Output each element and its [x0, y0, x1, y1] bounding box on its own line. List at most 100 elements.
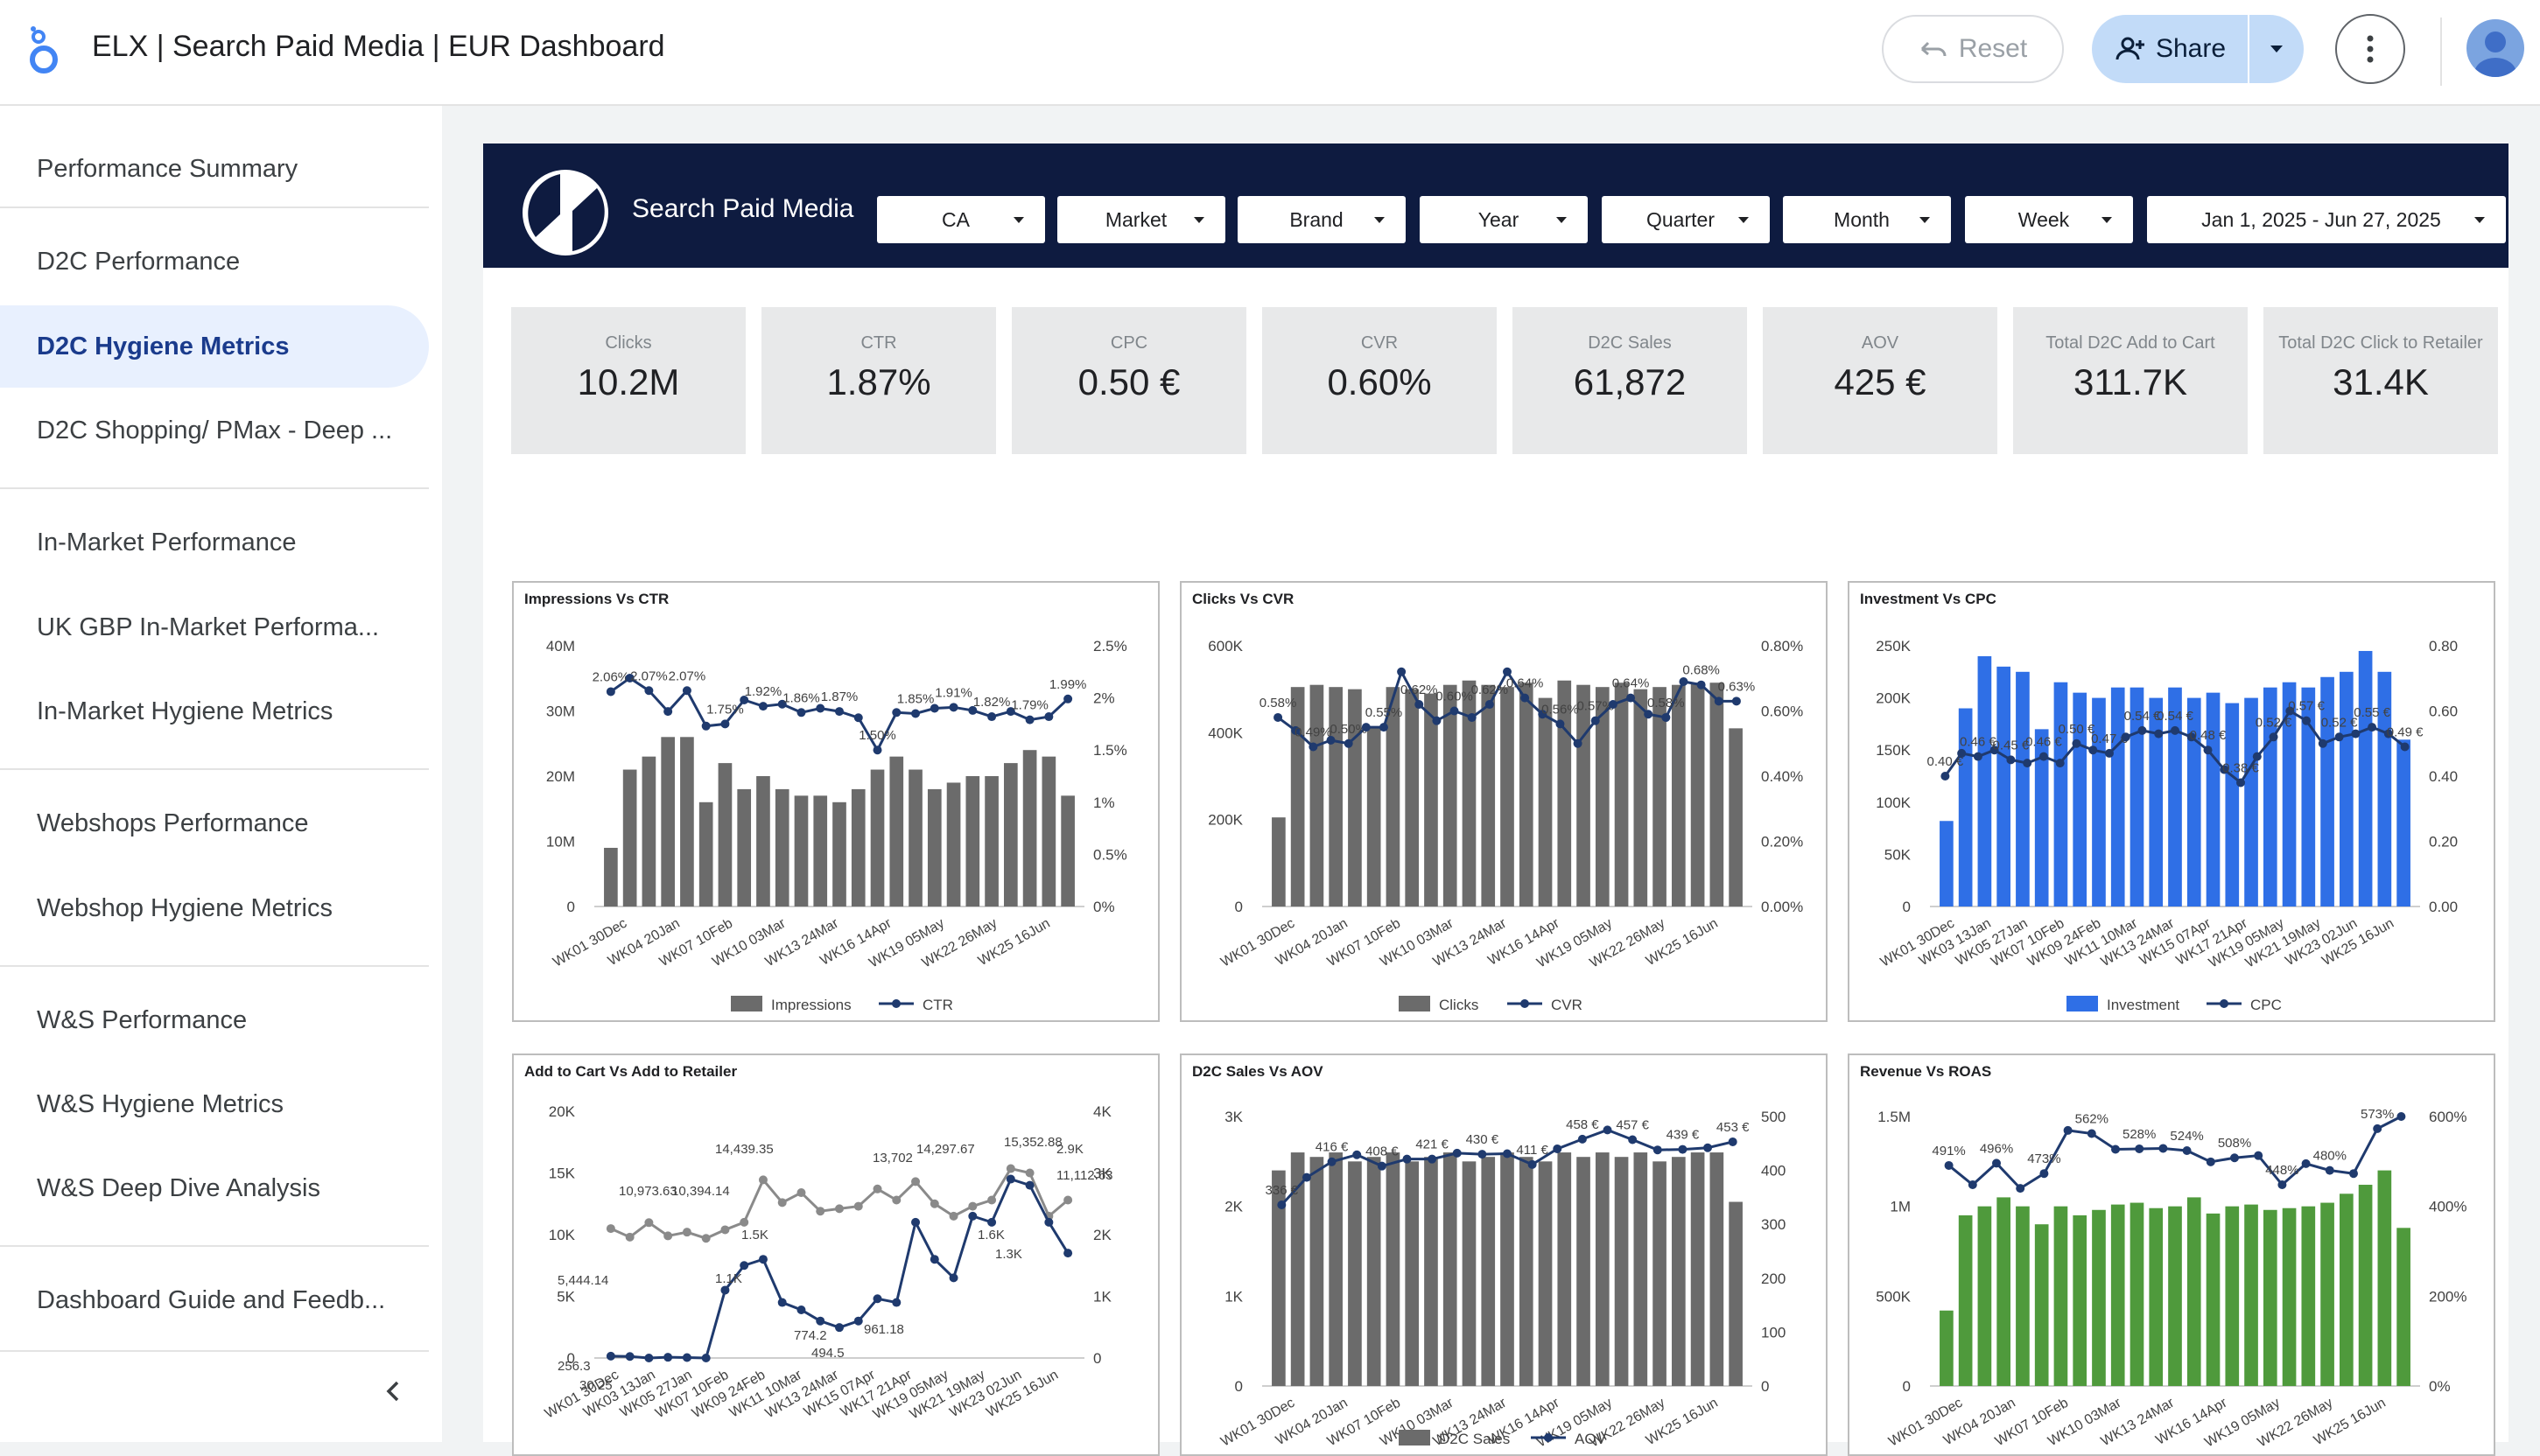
bar — [1022, 750, 1037, 906]
nav-in-market-performance[interactable]: In-Market Performance — [0, 501, 429, 584]
date-range-picker[interactable]: Jan 1, 2025 - Jun 27, 2025 — [2147, 196, 2506, 243]
data-label: 1.3K — [995, 1247, 1022, 1262]
y-tick-label: 1M — [1890, 1199, 1911, 1215]
bar — [661, 737, 675, 906]
nav-webshop-hygiene[interactable]: Webshop Hygiene Metrics — [0, 867, 429, 949]
avatar[interactable] — [2466, 19, 2524, 77]
bar — [1462, 1161, 1477, 1386]
data-label: 0.57 € — [2288, 699, 2325, 714]
kpi-click-to-retailer: Total D2C Click to Retailer 31.4K — [2263, 307, 2498, 454]
filter-week[interactable]: Week — [1965, 196, 2133, 243]
y2-tick-label: 0% — [1093, 899, 1115, 915]
data-point — [1006, 1164, 1015, 1173]
data-point — [2285, 706, 2295, 716]
data-label: 0.60% — [1435, 690, 1473, 704]
chart-impressions-vs-ctr[interactable]: Impressions Vs CTR 0 10M 20M 30M 40M 0% 0.5% 1% 1… — [512, 581, 1160, 1022]
data-point — [682, 1228, 691, 1237]
bar — [2358, 1185, 2373, 1386]
data-point — [1992, 1158, 2001, 1168]
data-label: 408 € — [1365, 1144, 1399, 1159]
chart-revenue-vs-roas[interactable]: Revenue Vs ROAS 0 500K 1M 1.5M 0% 200% 400% 600%… — [1848, 1054, 2495, 1456]
filter-market[interactable]: Market — [1057, 196, 1225, 243]
kpi-cpc: CPC 0.50 € — [1012, 307, 1246, 454]
filter-quarter[interactable]: Quarter — [1602, 196, 1770, 243]
filter-label: CA — [942, 207, 970, 231]
legend-marker — [2220, 999, 2228, 1008]
data-point — [2349, 1169, 2358, 1179]
filter-label: Year — [1477, 207, 1519, 231]
data-point — [835, 1323, 844, 1333]
y2-tick-label: 0 — [1761, 1378, 1769, 1395]
data-point — [663, 707, 673, 717]
data-point — [1652, 1145, 1662, 1155]
bar — [1958, 708, 1973, 906]
data-point — [701, 1354, 711, 1362]
caret-down-icon — [1738, 216, 1749, 223]
nav-label: D2C Shopping/ PMax - Deep ... — [37, 416, 393, 444]
more-options-button[interactable] — [2335, 14, 2405, 84]
data-label: 15,352.88 — [1004, 1135, 1063, 1150]
data-point — [606, 687, 615, 696]
bar — [1614, 682, 1629, 906]
data-point — [740, 1261, 749, 1270]
chart-add-to-cart-vs-retailer[interactable]: Add to Cart Vs Add to Retailer 0 5K 10K 15K 2… — [512, 1054, 1160, 1456]
nav-webshops-performance[interactable]: Webshops Performance — [0, 782, 429, 864]
data-label: 1.75% — [706, 702, 744, 717]
bar — [2263, 687, 2277, 906]
bar — [1500, 687, 1514, 906]
nav-d2c-hygiene-metrics[interactable]: D2C Hygiene Metrics — [0, 305, 429, 388]
chart-clicks-vs-cvr[interactable]: Clicks Vs CVR 0 200K 400K 600K 0.00% 0.20% 0.40… — [1180, 581, 1828, 1022]
nav-in-market-hygiene[interactable]: In-Market Hygiene Metrics — [0, 670, 429, 752]
data-point — [720, 1285, 730, 1295]
data-point — [758, 1255, 768, 1264]
data-point — [2236, 778, 2246, 788]
data-point — [606, 1224, 615, 1234]
y-tick-label: 500K — [1876, 1288, 1911, 1305]
filter-month[interactable]: Month — [1783, 196, 1951, 243]
looker-studio-logo — [30, 26, 58, 74]
bar — [698, 802, 713, 906]
chart-d2c-sales-vs-aov[interactable]: D2C Sales Vs AOV 0 1K 2K 3K 0 100 200 300 400 500 3… — [1180, 1054, 1828, 1456]
nav-d2c-performance[interactable]: D2C Performance — [0, 220, 429, 303]
share-button[interactable]: Share — [2092, 15, 2248, 83]
nav-performance-summary[interactable]: Performance Summary — [0, 128, 429, 210]
filter-year[interactable]: Year — [1420, 196, 1588, 243]
bar — [2073, 1214, 2087, 1386]
data-point — [777, 1198, 787, 1208]
data-point — [1006, 707, 1015, 717]
bar — [1519, 1157, 1533, 1386]
caret-down-icon — [2474, 216, 2485, 223]
filter-ca[interactable]: CA — [877, 196, 1045, 243]
data-point — [663, 1353, 673, 1362]
bar — [1290, 687, 1305, 906]
y2-tick-label: 2.5% — [1093, 638, 1127, 654]
bar — [1709, 1152, 1724, 1386]
nav-ws-hygiene[interactable]: W&S Hygiene Metrics — [0, 1063, 429, 1145]
data-label: 480% — [2313, 1149, 2347, 1164]
data-point — [1661, 712, 1671, 722]
legend-label: Impressions — [771, 997, 852, 1013]
chart-investment-vs-cpc[interactable]: Investment Vs CPC 0 50K 100K 150K 200K 250K 0.0… — [1848, 581, 2495, 1022]
data-point — [1503, 667, 1512, 676]
filter-brand[interactable]: Brand — [1238, 196, 1406, 243]
caret-down-icon — [1556, 216, 1567, 223]
data-point — [930, 1255, 939, 1264]
nav-uk-gbp-in-market[interactable]: UK GBP In-Market Performa... — [0, 586, 429, 668]
share-dropdown-button[interactable] — [2249, 15, 2304, 83]
bar — [1614, 1157, 1629, 1386]
caret-down-icon — [1014, 216, 1024, 223]
chevron-left-icon[interactable] — [376, 1374, 411, 1409]
y-tick-label: 20M — [546, 768, 575, 785]
nav-d2c-shopping-pmax[interactable]: D2C Shopping/ PMax - Deep ... — [0, 389, 429, 472]
nav-divider — [0, 206, 429, 208]
bar — [1329, 1152, 1343, 1386]
reset-button[interactable]: Reset — [1882, 15, 2064, 83]
bar — [2130, 1202, 2144, 1386]
bar — [1996, 1197, 2010, 1386]
y-tick-label: 50K — [1884, 846, 1912, 863]
nav-ws-deep-dive[interactable]: W&S Deep Dive Analysis — [0, 1147, 429, 1229]
legend-label: CTR — [923, 997, 953, 1013]
nav-ws-performance[interactable]: W&S Performance — [0, 979, 429, 1061]
nav-dashboard-guide[interactable]: Dashboard Guide and Feedb... — [0, 1259, 429, 1341]
nav-divider — [0, 1350, 429, 1352]
